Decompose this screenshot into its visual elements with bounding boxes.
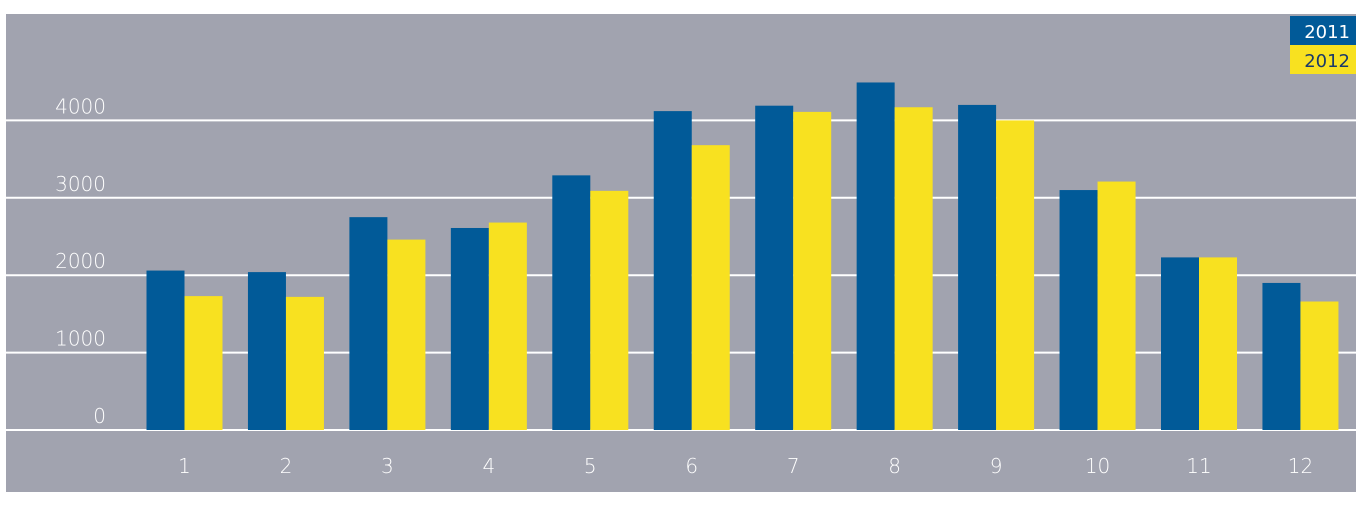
legend-label-2011: 2011 bbox=[1304, 22, 1350, 43]
y-tick-label: 0 bbox=[93, 404, 106, 428]
y-tick-label: 3000 bbox=[55, 172, 106, 196]
x-tick-labels: 1 2 3 4 5 6 7 8 9 10 11 12 bbox=[178, 454, 1313, 478]
y-tick-label: 4000 bbox=[55, 94, 106, 118]
bar-2012-10 bbox=[1097, 181, 1136, 430]
bar-2012-7 bbox=[793, 111, 832, 431]
x-tick-label: 4 bbox=[482, 454, 495, 478]
bar-2012-8 bbox=[894, 107, 933, 430]
y-tick-labels: 0 1000 2000 3000 4000 bbox=[55, 94, 106, 428]
bar-2011-6 bbox=[653, 111, 692, 430]
bar-2011-4 bbox=[450, 227, 489, 430]
bar-2011-8 bbox=[856, 82, 895, 430]
x-tick-label: 12 bbox=[1288, 454, 1313, 478]
bar-2011-5 bbox=[552, 175, 591, 430]
bar-2012-3 bbox=[387, 239, 426, 430]
y-tick-label: 2000 bbox=[55, 249, 106, 273]
y-tick-label: 1000 bbox=[55, 327, 106, 351]
bar-2012-4 bbox=[488, 222, 527, 430]
x-tick-label: 2 bbox=[280, 454, 293, 478]
x-tick-label: 6 bbox=[685, 454, 698, 478]
bar-2012-1 bbox=[184, 296, 223, 430]
bar-2011-12 bbox=[1262, 282, 1301, 430]
x-tick-label: 1 bbox=[178, 454, 191, 478]
legend-label-2012: 2012 bbox=[1304, 51, 1350, 72]
legend: 2011 2012 bbox=[1290, 16, 1356, 74]
x-tick-label: 3 bbox=[381, 454, 394, 478]
bar-2011-9 bbox=[958, 104, 997, 431]
bar-2012-12 bbox=[1300, 301, 1339, 430]
bar-2011-1 bbox=[146, 270, 185, 430]
legend-swatch-2012 bbox=[1290, 45, 1356, 74]
bar-2012-2 bbox=[285, 296, 324, 430]
x-tick-label: 8 bbox=[888, 454, 901, 478]
bar-2012-11 bbox=[1199, 257, 1237, 430]
x-tick-label: 9 bbox=[990, 454, 1003, 478]
bar-2012-5 bbox=[590, 190, 629, 430]
bar-2012-9 bbox=[996, 120, 1035, 431]
bar-2011-11 bbox=[1161, 257, 1199, 430]
x-tick-label: 5 bbox=[584, 454, 597, 478]
bar-2012-6 bbox=[691, 145, 730, 430]
bar-2011-2 bbox=[247, 272, 286, 430]
bars bbox=[146, 82, 1339, 431]
legend-swatch-2011 bbox=[1290, 16, 1356, 45]
bar-2011-7 bbox=[755, 105, 794, 430]
bar-2011-10 bbox=[1059, 190, 1098, 430]
x-tick-label: 7 bbox=[787, 454, 800, 478]
x-tick-label: 10 bbox=[1085, 454, 1110, 478]
x-tick-label: 11 bbox=[1186, 454, 1211, 478]
bar-2011-3 bbox=[349, 217, 388, 430]
